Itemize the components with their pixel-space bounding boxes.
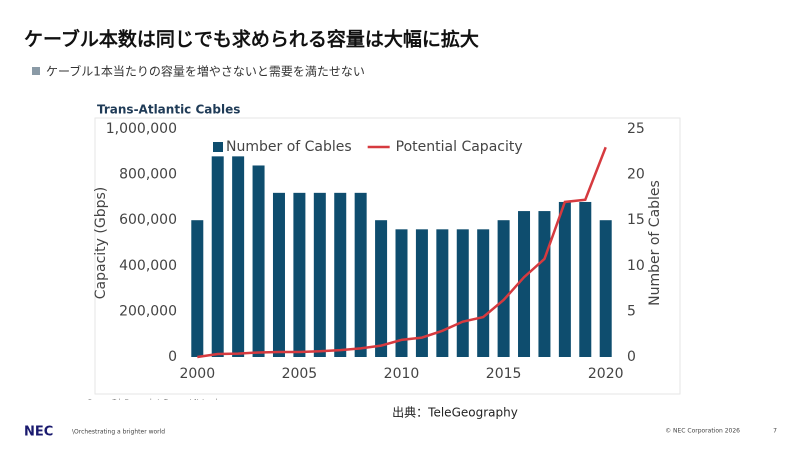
- bar: [375, 220, 388, 357]
- y2-tick-label: 25: [627, 121, 645, 137]
- y-axis-label: Capacity (Gbps): [93, 187, 109, 299]
- bar: [354, 192, 367, 357]
- bar: [232, 156, 245, 357]
- y-tick-label: 1,000,000: [106, 121, 177, 137]
- bar: [415, 229, 428, 357]
- line: [197, 146, 607, 359]
- bar: [599, 220, 612, 357]
- y2-tick-label: 10: [627, 258, 645, 274]
- chart-frame: [94, 117, 681, 395]
- bullet-text: ケーブル1本当たりの容量を増やさないと需要を満たせない: [46, 64, 365, 79]
- bar: [538, 211, 551, 357]
- bar: [497, 220, 510, 357]
- y-tick-label: 800,000: [119, 167, 177, 183]
- bar: [211, 156, 224, 357]
- y-tick-label: 400,000: [119, 258, 177, 274]
- bullet-icon: [32, 67, 40, 75]
- caption: 出典：TeleGeography: [392, 406, 518, 420]
- copyright: © NEC Corporation 2026: [665, 428, 740, 435]
- x-tick-label: 2020: [588, 366, 624, 382]
- chart-source: Source: TeleGeography's Transport Networ…: [88, 399, 222, 406]
- x-tick-label: 2015: [486, 366, 522, 382]
- bar: [558, 201, 571, 357]
- bar: [477, 229, 490, 357]
- legend-swatch: [213, 142, 223, 152]
- page-number: 7: [773, 428, 777, 435]
- legend-label: Number of Cables: [226, 139, 352, 155]
- y-tick-label: 0: [168, 349, 177, 365]
- y2-tick-label: 0: [627, 349, 636, 365]
- y-tick-label: 200,000: [119, 303, 177, 319]
- bar: [252, 165, 265, 357]
- bar: [293, 192, 306, 357]
- bar: [436, 229, 449, 357]
- x-tick-label: 2000: [179, 366, 215, 382]
- bar: [334, 192, 347, 357]
- y2-tick-label: 15: [627, 212, 645, 228]
- legend-label: Potential Capacity: [396, 139, 523, 155]
- tagline: \Orchestrating a brighter world: [72, 429, 165, 436]
- y-tick-label: 600,000: [119, 212, 177, 228]
- chart-title: Trans-Atlantic Cables: [97, 103, 240, 117]
- y2-tick-label: 5: [627, 303, 636, 319]
- x-tick-label: 2010: [384, 366, 420, 382]
- y2-tick-label: 20: [627, 167, 645, 183]
- bar: [518, 211, 531, 357]
- bar: [579, 201, 592, 357]
- slide-title: ケーブル本数は同じでも求められる容量は大幅に拡大: [24, 28, 479, 51]
- y2-axis-label: Number of Cables: [647, 180, 663, 306]
- bar: [456, 229, 469, 357]
- x-tick-label: 2005: [282, 366, 318, 382]
- bar: [313, 192, 326, 357]
- logo: NEC: [24, 425, 53, 440]
- bar: [395, 229, 408, 357]
- bar: [272, 192, 285, 357]
- bar: [191, 220, 204, 357]
